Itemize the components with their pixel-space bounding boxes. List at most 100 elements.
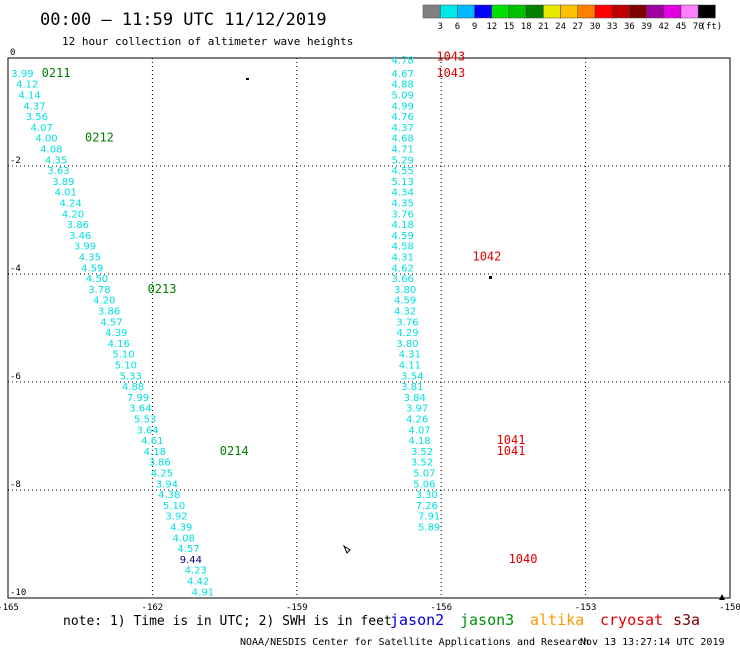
swh-value: 3.84 — [404, 393, 426, 404]
stray-mark — [719, 594, 725, 600]
swh-value: 3.30 — [416, 490, 438, 501]
colorbar-swatch — [525, 4, 544, 19]
swh-value: 3.81 — [401, 382, 423, 393]
swh-value: 4.11 — [399, 361, 421, 372]
swh-value: 4.07 — [31, 123, 53, 134]
swh-value: 5.07 — [413, 469, 435, 480]
swh-value: 4.16 — [108, 339, 130, 350]
swh-value: 4.37 — [392, 123, 414, 134]
swh-value: 4.01 — [55, 188, 77, 199]
colorbar-swatch — [663, 4, 682, 19]
swh-value: 3.66 — [392, 274, 414, 285]
swh-value: 3.52 — [411, 447, 433, 458]
pass-time-label: 1043 — [436, 50, 465, 64]
pass-time-label: 1042 — [472, 250, 501, 264]
swh-value: 3.97 — [406, 404, 428, 415]
swh-value: 5.33 — [120, 371, 142, 382]
satellite-altika: altika — [530, 611, 584, 629]
swh-value: 4.59 — [394, 296, 416, 307]
satellite-legend: jason2 jason3 altika cryosat s3a — [390, 611, 700, 629]
colorbar-swatch — [422, 4, 441, 19]
colorbar-label: 33 — [607, 22, 618, 32]
swh-value: 4.57 — [100, 317, 122, 328]
colorbar-label: 70 — [693, 22, 704, 32]
swh-value: 4.24 — [59, 199, 81, 210]
y-tick-label: -2 — [10, 156, 21, 166]
swh-value: 4.35 — [79, 253, 101, 264]
y-tick-label: -4 — [10, 264, 21, 274]
swh-value: 7.26 — [416, 501, 438, 512]
data-labels: 3.994.124.144.373.564.074.004.084.353.63… — [11, 55, 440, 598]
swh-value: 3.80 — [396, 339, 418, 350]
swh-value: 4.88 — [392, 80, 414, 91]
swh-value: 9.44 — [180, 555, 202, 566]
swh-value: 4.39 — [170, 523, 192, 534]
swh-value: 5.10 — [163, 501, 185, 512]
y-tick-label: 0 — [10, 48, 15, 58]
colorbar-swatch — [594, 4, 613, 19]
swh-value: 4.68 — [392, 134, 414, 145]
colorbar-swatch — [646, 4, 665, 19]
swh-value: 4.20 — [62, 209, 84, 220]
x-tick-label: -156 — [430, 603, 452, 613]
colorbar-swatch — [508, 4, 527, 19]
plot-frame — [7, 57, 731, 599]
footer-timestamp: Nov 13 13:27:14 UTC 2019 — [580, 637, 725, 648]
swh-value: 4.34 — [392, 188, 414, 199]
swh-value: 4.76 — [392, 112, 414, 123]
colorbar-swatch — [474, 4, 493, 19]
swh-value: 4.20 — [93, 296, 115, 307]
colorbar-swatch — [697, 4, 716, 19]
swh-value: 5.13 — [392, 177, 414, 188]
colorbar-swatch — [611, 4, 630, 19]
plot-area: -165 -162 -159 -156 -153 -150 0 -2 -4 -6 -8 -10 3.… — [0, 48, 740, 613]
pass-time-label: 0214 — [220, 444, 249, 458]
pass-time-label: 0213 — [148, 282, 177, 296]
pass-time-label: 0212 — [85, 131, 114, 145]
grid-lines — [8, 58, 730, 598]
swh-value: 3.54 — [401, 371, 423, 382]
swh-value: 3.64 — [129, 404, 151, 415]
swh-value: 4.91 — [192, 587, 214, 598]
swh-value: 3.94 — [156, 479, 178, 490]
swh-value: 3.64 — [136, 425, 158, 436]
swh-value: 3.76 — [396, 317, 418, 328]
swh-value: 7.91 — [418, 512, 440, 523]
swh-value: 3.56 — [26, 112, 48, 123]
y-tick-label: -6 — [10, 372, 21, 382]
swh-value: 4.18 — [144, 447, 166, 458]
pass-time-label: 1043 — [436, 66, 465, 80]
y-tick-label: -8 — [10, 480, 21, 490]
y-tick-label: -10 — [10, 588, 26, 598]
satellite-jason3: jason3 — [460, 611, 514, 629]
swh-value: 3.89 — [52, 177, 74, 188]
swh-value: 3.99 — [74, 242, 96, 253]
colorbar-label: 24 — [555, 22, 566, 32]
swh-value: 4.39 — [105, 328, 127, 339]
stray-mark — [489, 276, 492, 279]
swh-value: 4.08 — [40, 145, 62, 156]
swh-value: 3.86 — [67, 220, 89, 231]
swh-value: 4.18 — [408, 436, 430, 447]
swh-value: 4.31 — [399, 350, 421, 361]
swh-value: 4.37 — [23, 101, 45, 112]
colorbar-swatch — [439, 4, 458, 19]
swh-value: 4.12 — [16, 80, 38, 91]
swh-value: 4.25 — [151, 469, 173, 480]
swh-value: 5.06 — [413, 479, 435, 490]
stray-mark — [246, 78, 249, 80]
swh-value: 3.78 — [88, 285, 110, 296]
x-tick-labels: -165 -162 -159 -156 -153 -150 — [0, 603, 740, 613]
swh-value: 4.50 — [86, 274, 108, 285]
swh-value: 4.31 — [392, 253, 414, 264]
colorbar-label: 6 — [455, 22, 460, 32]
colorbar-swatch — [560, 4, 579, 19]
swh-value: 4.78 — [392, 55, 414, 66]
swh-value: 4.42 — [187, 577, 209, 588]
colorbar-label: 15 — [504, 22, 515, 32]
colorbar-swatch — [491, 4, 510, 19]
swh-value: 4.57 — [177, 544, 199, 555]
x-tick-label: -162 — [142, 603, 164, 613]
swh-value: 3.63 — [47, 166, 69, 177]
